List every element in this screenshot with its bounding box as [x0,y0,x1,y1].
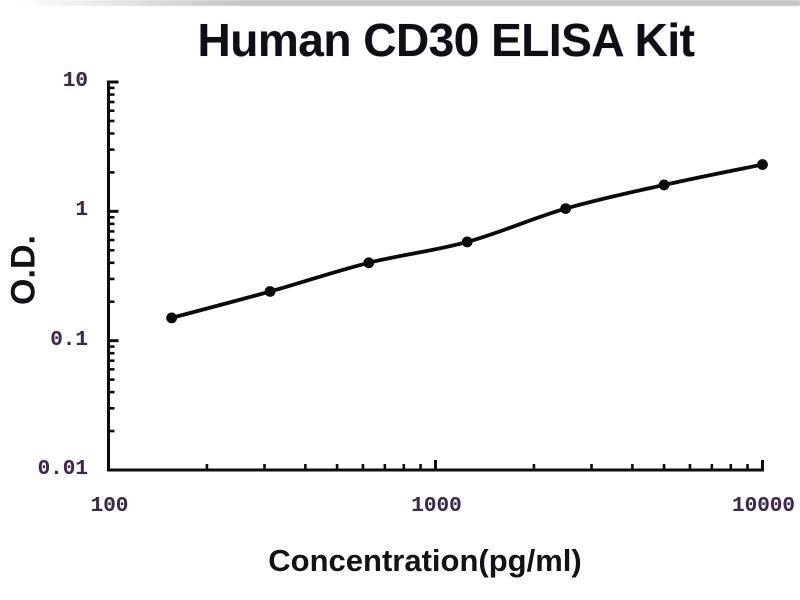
data-point-marker [560,203,572,214]
x-tick-label: 1000 [411,495,462,518]
data-point-marker [363,257,375,269]
data-point-marker [658,179,670,191]
y-tick-label: 0.01 [37,458,88,481]
y-tick-label: 10 [62,70,88,93]
x-tick-label: 10000 [731,495,796,518]
chart-title: Human CD30 ELISA Kit [197,14,695,66]
data-point-marker [264,286,276,297]
y-tick-label: 0.1 [50,328,88,352]
scan-edge-artifact [0,0,800,6]
x-tick-label: 100 [90,495,129,518]
data-point-marker [757,159,768,170]
x-axis-title: Concentration(pg/ml) [268,543,582,578]
data-point-marker [166,312,178,324]
data-point-marker [461,236,473,248]
axis-spines [107,80,764,472]
y-tick-label: 1 [75,199,88,223]
